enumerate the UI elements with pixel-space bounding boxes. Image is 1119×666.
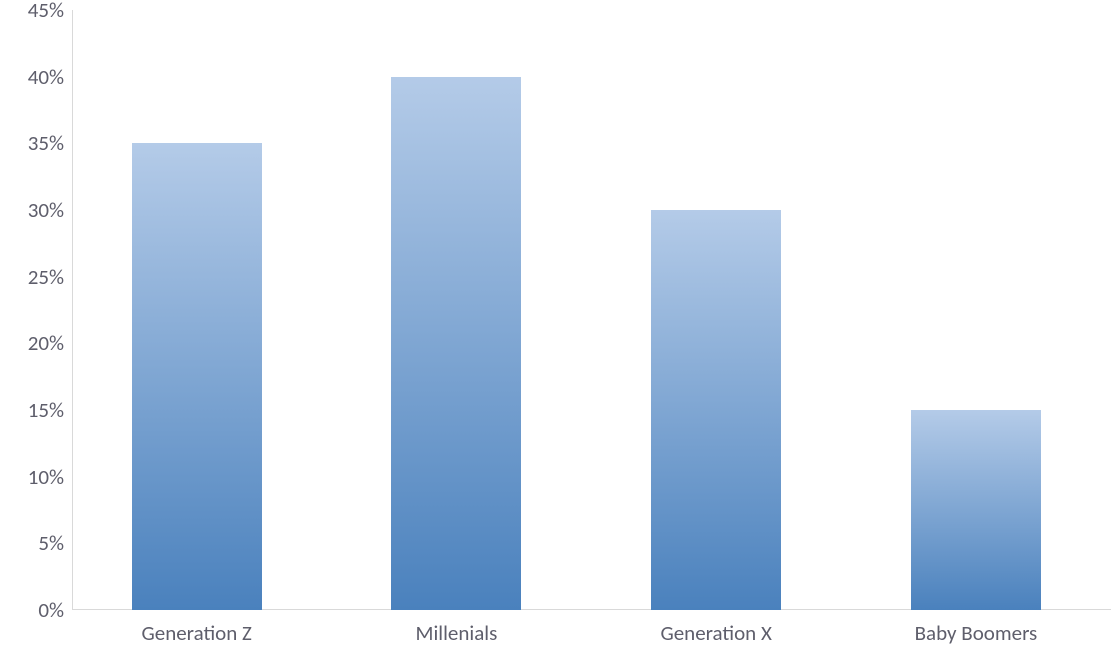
bar-chart: 0% 5% 10% 15% 20% 25% 30% 35% 40% 45% Generation … bbox=[0, 0, 1119, 666]
bar bbox=[911, 410, 1041, 610]
x-category-label: Baby Boomers bbox=[915, 620, 1038, 646]
bar bbox=[391, 77, 521, 610]
plot-area bbox=[72, 10, 1111, 610]
x-axis-labels: Generation Z Millenials Generation X Baby B… bbox=[72, 610, 1111, 666]
y-tick-label: 25% bbox=[28, 264, 64, 290]
x-category-label: Generation X bbox=[660, 620, 771, 646]
y-tick-label: 45% bbox=[28, 0, 64, 23]
y-tick-label: 10% bbox=[28, 464, 64, 490]
y-tick-label: 40% bbox=[28, 64, 64, 90]
y-axis: 0% 5% 10% 15% 20% 25% 30% 35% 40% 45% bbox=[0, 0, 72, 666]
x-category-label: Millenials bbox=[416, 620, 498, 646]
y-tick-label: 15% bbox=[28, 397, 64, 423]
y-tick-label: 35% bbox=[28, 130, 64, 156]
y-tick-label: 30% bbox=[28, 197, 64, 223]
bar bbox=[651, 210, 781, 610]
y-tick-label: 5% bbox=[38, 530, 64, 556]
y-axis-line bbox=[72, 10, 73, 610]
y-tick-label: 0% bbox=[38, 597, 64, 623]
bar bbox=[132, 143, 262, 610]
x-category-label: Generation Z bbox=[142, 620, 252, 646]
y-tick-label: 20% bbox=[28, 330, 64, 356]
